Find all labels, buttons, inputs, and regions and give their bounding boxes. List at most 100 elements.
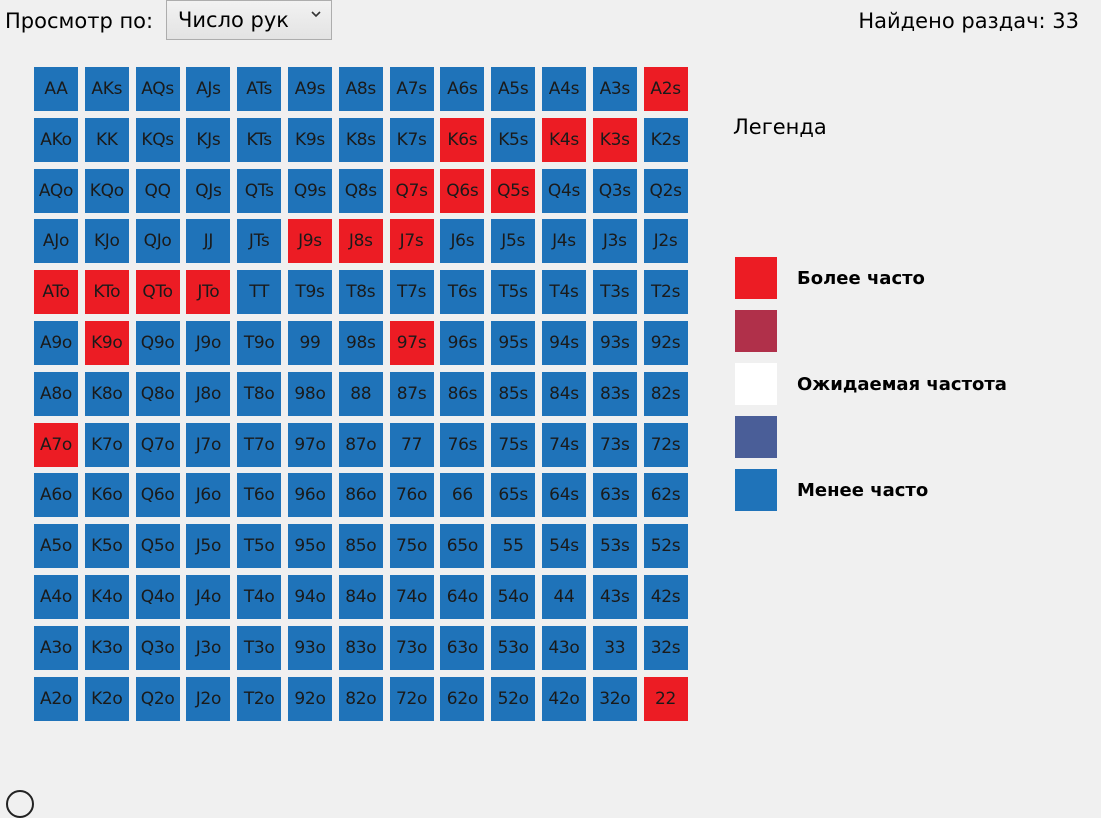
hand-cell[interactable]: T6o xyxy=(237,473,282,518)
hand-cell[interactable]: 42o xyxy=(541,676,586,721)
hand-cell[interactable]: T5s xyxy=(491,270,536,315)
hand-cell[interactable]: 94s xyxy=(541,320,586,365)
hand-cell[interactable]: 75o xyxy=(389,524,434,569)
hand-cell[interactable]: A4o xyxy=(34,574,78,619)
hand-cell[interactable]: QTs xyxy=(237,168,282,213)
hand-cell[interactable]: 63s xyxy=(592,473,637,518)
hand-cell[interactable]: A7s xyxy=(389,67,434,111)
hand-cell[interactable]: J8s xyxy=(338,219,383,264)
hand-cell[interactable]: K3s xyxy=(592,117,637,162)
hand-cell[interactable]: J6s xyxy=(440,219,485,264)
hand-cell[interactable]: 82s xyxy=(643,371,688,416)
hand-cell[interactable]: T3s xyxy=(592,270,637,315)
hand-cell[interactable]: K3o xyxy=(84,625,129,670)
hand-cell[interactable]: Q6o xyxy=(135,473,180,518)
hand-cell[interactable]: 76s xyxy=(440,422,485,467)
hand-cell[interactable]: 93s xyxy=(592,320,637,365)
hand-cell[interactable]: Q6s xyxy=(440,168,485,213)
hand-cell[interactable]: Q2o xyxy=(135,676,180,721)
hand-cell[interactable]: JJ xyxy=(186,219,231,264)
hand-cell[interactable]: 72s xyxy=(643,422,688,467)
hand-cell[interactable]: K5o xyxy=(84,524,129,569)
hand-cell[interactable]: 97o xyxy=(287,422,332,467)
hand-cell[interactable]: 87s xyxy=(389,371,434,416)
hand-cell[interactable]: 53o xyxy=(491,625,536,670)
hand-cell[interactable]: KJs xyxy=(186,117,231,162)
hand-cell[interactable]: 54s xyxy=(541,524,586,569)
hand-cell[interactable]: 33 xyxy=(592,625,637,670)
hand-cell[interactable]: Q5s xyxy=(491,168,536,213)
hand-cell[interactable]: AKo xyxy=(34,117,78,162)
hand-cell[interactable]: 85o xyxy=(338,524,383,569)
hand-cell[interactable]: A7o xyxy=(34,422,78,467)
hand-cell[interactable]: KTs xyxy=(237,117,282,162)
hand-cell[interactable]: Q9s xyxy=(287,168,332,213)
hand-cell[interactable]: J5o xyxy=(186,524,231,569)
hand-cell[interactable]: Q3s xyxy=(592,168,637,213)
hand-cell[interactable]: 92o xyxy=(287,676,332,721)
hand-cell[interactable]: JTs xyxy=(237,219,282,264)
hand-cell[interactable]: A8o xyxy=(34,371,78,416)
hand-cell[interactable]: A9s xyxy=(287,67,332,111)
hand-cell[interactable]: Q7o xyxy=(135,422,180,467)
hand-cell[interactable]: JTo xyxy=(186,270,231,315)
hand-cell[interactable]: 73o xyxy=(389,625,434,670)
hand-cell[interactable]: AKs xyxy=(84,67,129,111)
hand-cell[interactable]: AA xyxy=(34,67,78,111)
hand-cell[interactable]: 52s xyxy=(643,524,688,569)
hand-cell[interactable]: A3s xyxy=(592,67,637,111)
hand-cell[interactable]: 66 xyxy=(440,473,485,518)
hand-cell[interactable]: A6s xyxy=(440,67,485,111)
hand-cell[interactable]: 54o xyxy=(491,574,536,619)
hand-cell[interactable]: A4s xyxy=(541,67,586,111)
hand-cell[interactable]: A9o xyxy=(34,320,78,365)
hand-cell[interactable]: K4s xyxy=(541,117,586,162)
hand-cell[interactable]: TT xyxy=(237,270,282,315)
hand-cell[interactable]: 84o xyxy=(338,574,383,619)
hand-cell[interactable]: A3o xyxy=(34,625,78,670)
help-icon[interactable] xyxy=(6,790,34,818)
view-by-dropdown[interactable]: Число рук xyxy=(166,0,332,40)
hand-cell[interactable]: T9o xyxy=(237,320,282,365)
hand-cell[interactable]: 96s xyxy=(440,320,485,365)
hand-cell[interactable]: 64o xyxy=(440,574,485,619)
hand-cell[interactable]: 53s xyxy=(592,524,637,569)
hand-cell[interactable]: J3o xyxy=(186,625,231,670)
hand-cell[interactable]: 52o xyxy=(491,676,536,721)
hand-cell[interactable]: KQs xyxy=(135,117,180,162)
hand-cell[interactable]: 93o xyxy=(287,625,332,670)
hand-cell[interactable]: K5s xyxy=(491,117,536,162)
hand-cell[interactable]: T2o xyxy=(237,676,282,721)
hand-cell[interactable]: 74o xyxy=(389,574,434,619)
hand-cell[interactable]: T7s xyxy=(389,270,434,315)
hand-cell[interactable]: KJo xyxy=(84,219,129,264)
hand-cell[interactable]: QJs xyxy=(186,168,231,213)
hand-cell[interactable]: 64s xyxy=(541,473,586,518)
hand-cell[interactable]: T7o xyxy=(237,422,282,467)
hand-cell[interactable]: 86s xyxy=(440,371,485,416)
hand-cell[interactable]: Q8o xyxy=(135,371,180,416)
hand-cell[interactable]: A6o xyxy=(34,473,78,518)
hand-cell[interactable]: 76o xyxy=(389,473,434,518)
hand-cell[interactable]: ATo xyxy=(34,270,78,315)
hand-cell[interactable]: KK xyxy=(84,117,129,162)
hand-cell[interactable]: 32o xyxy=(592,676,637,721)
hand-cell[interactable]: Q4o xyxy=(135,574,180,619)
hand-cell[interactable]: J2s xyxy=(643,219,688,264)
hand-cell[interactable]: KTo xyxy=(84,270,129,315)
hand-cell[interactable]: 65s xyxy=(491,473,536,518)
hand-cell[interactable]: 75s xyxy=(491,422,536,467)
hand-cell[interactable]: 72o xyxy=(389,676,434,721)
hand-cell[interactable]: K7o xyxy=(84,422,129,467)
hand-cell[interactable]: 86o xyxy=(338,473,383,518)
hand-cell[interactable]: 44 xyxy=(541,574,586,619)
hand-cell[interactable]: K8o xyxy=(84,371,129,416)
hand-cell[interactable]: KQo xyxy=(84,168,129,213)
hand-cell[interactable]: T9s xyxy=(287,270,332,315)
hand-cell[interactable]: J8o xyxy=(186,371,231,416)
hand-cell[interactable]: AQo xyxy=(34,168,78,213)
hand-cell[interactable]: K7s xyxy=(389,117,434,162)
hand-cell[interactable]: Q7s xyxy=(389,168,434,213)
hand-cell[interactable]: AJo xyxy=(34,219,78,264)
hand-cell[interactable]: 63o xyxy=(440,625,485,670)
